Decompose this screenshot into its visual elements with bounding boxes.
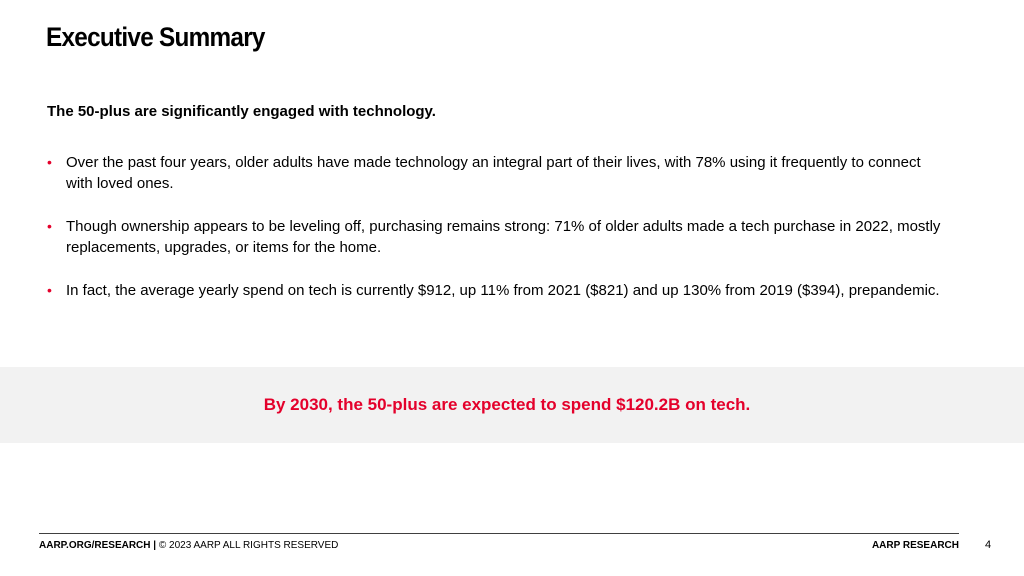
bullet-list: • Over the past four years, older adults…: [47, 152, 947, 323]
footer-site-link[interactable]: AARP.ORG/RESEARCH: [39, 540, 151, 551]
callout-band: By 2030, the 50-plus are expected to spe…: [0, 367, 1024, 443]
footer-brand: AARP RESEARCH: [871, 540, 959, 551]
bullet-icon: •: [47, 154, 52, 170]
footer-separator: |: [150, 540, 159, 551]
page-number: 4: [985, 539, 992, 551]
footer-left: AARP.ORG/RESEARCH | © 2023 AARP ALL RIGH…: [39, 540, 338, 551]
footer-copyright: © 2023 AARP ALL RIGHTS RESERVED: [158, 540, 339, 551]
bullet-text: In fact, the average yearly spend on tec…: [66, 282, 940, 299]
bullet-item: • In fact, the average yearly spend on t…: [47, 280, 947, 301]
lead-statement: The 50-plus are significantly engaged wi…: [47, 103, 436, 120]
bullet-item: • Over the past four years, older adults…: [47, 152, 947, 194]
callout-text: By 2030, the 50-plus are expected to spe…: [263, 395, 751, 414]
bullet-text: Though ownership appears to be leveling …: [66, 218, 941, 256]
bullet-item: • Though ownership appears to be levelin…: [47, 216, 947, 258]
bullet-icon: •: [47, 218, 52, 234]
bullet-text: Over the past four years, older adults h…: [66, 154, 921, 192]
footer-divider: [39, 533, 959, 534]
bullet-icon: •: [47, 282, 52, 298]
slide-title: Executive Summary: [46, 22, 265, 52]
